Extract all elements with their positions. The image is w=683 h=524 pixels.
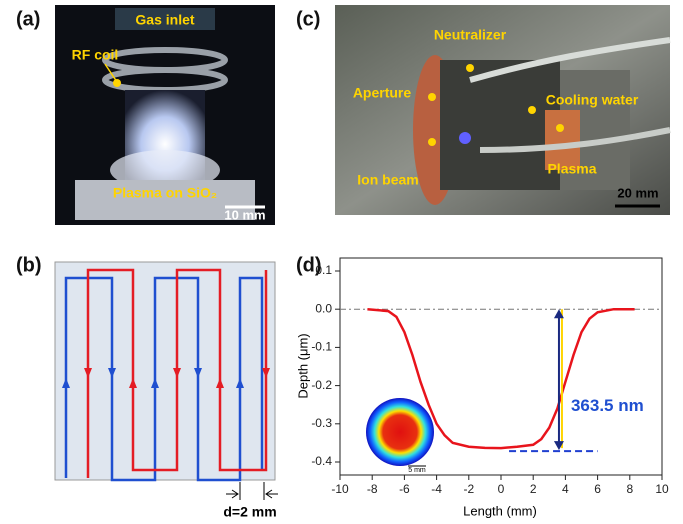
panel-label: (a) [16,8,40,30]
figure: (a) Gas inlet RF coil Plasma on SiO₂ 10 … [0,0,683,524]
x-tick-label: 4 [562,482,569,496]
inset-scale-label: 5 mm [408,467,426,474]
y-tick-label: -0.2 [311,378,332,392]
x-tick-label: 6 [594,482,601,496]
y-axis-label: Depth (μm) [295,333,310,398]
x-tick-label: 8 [626,482,633,496]
x-tick-label: -10 [331,482,349,496]
annotation: Gas inlet [135,12,194,28]
annotation: Plasma on SiO₂ [113,185,217,201]
x-tick-label: -2 [463,482,474,496]
y-tick-label: -0.1 [311,340,332,354]
x-tick-label: -8 [367,482,378,496]
x-axis-label: Length (mm) [463,503,537,518]
scale-label: 20 mm [617,185,658,200]
scale-label: 10 mm [224,207,265,222]
x-tick-label: 10 [655,482,669,496]
x-tick-label: 2 [530,482,537,496]
y-tick-label: -0.3 [311,416,332,430]
x-tick-label: -6 [399,482,410,496]
panel-label: (b) [16,254,42,276]
annotation: Ion beam [357,172,418,188]
annotation: 363.5 nm [571,396,644,415]
y-tick-label: 0.0 [315,301,332,315]
annotation: Cooling water [546,92,639,108]
inset-map [366,398,434,466]
annotation: Plasma [547,161,596,177]
annotation: Neutralizer [434,27,507,43]
x-tick-label: 0 [498,482,505,496]
y-tick-label: 0.1 [315,263,332,277]
spacing-label: d=2 mm [223,504,276,520]
annotation: RF coil [72,47,119,63]
panel-label: (c) [296,8,320,30]
x-tick-label: -4 [431,482,442,496]
annotation: Aperture [353,85,412,101]
scan-diagram [55,262,278,500]
y-tick-label: -0.4 [311,454,332,468]
